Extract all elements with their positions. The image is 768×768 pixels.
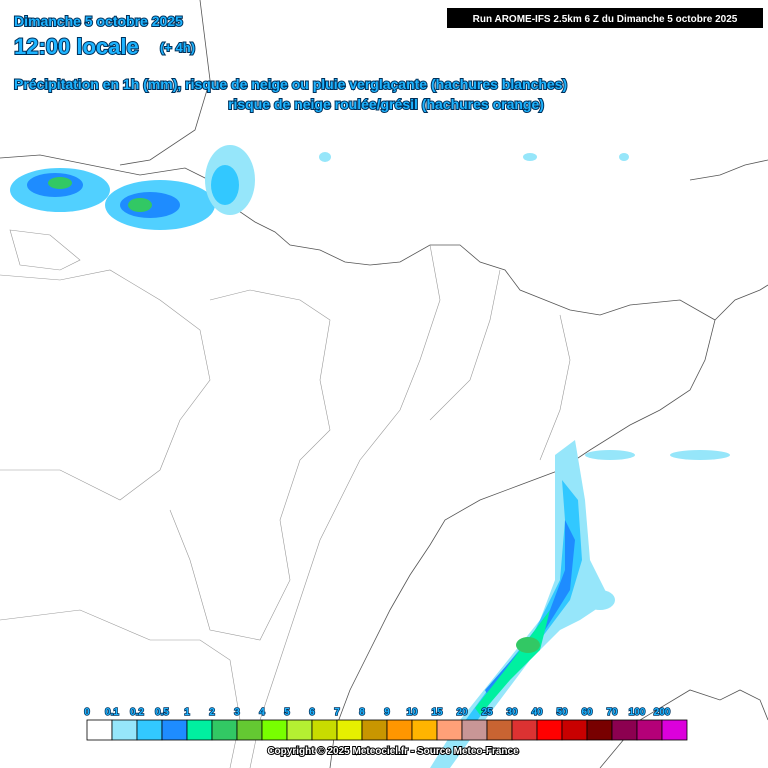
legend-label: 25 <box>481 707 493 718</box>
legend-swatch <box>361 719 388 741</box>
legend-swatch <box>111 719 138 741</box>
legend-swatch <box>86 719 113 741</box>
legend-swatch <box>236 719 263 741</box>
legend-label: 3 <box>234 707 240 718</box>
legend-label: 70 <box>606 707 618 718</box>
legend-label: 50 <box>556 707 568 718</box>
legend-swatch <box>186 719 213 741</box>
legend-swatch <box>586 719 613 741</box>
legend-label: 4 <box>259 707 265 718</box>
legend-swatch <box>561 719 588 741</box>
caption-line1: Précipitation en 1h (mm), risque de neig… <box>14 76 567 92</box>
legend-label: 7 <box>334 707 340 718</box>
legend-swatch <box>386 719 413 741</box>
legend-label: 6 <box>309 707 315 718</box>
legend-label: 20 <box>456 707 468 718</box>
legend-swatch <box>261 719 288 741</box>
legend: 0 0.1 0.2 0.5 1 2 3 4 5 6 7 8 9 10 15 20 25 30 40 50 60 70 100… <box>83 706 688 741</box>
legend-swatch <box>136 719 163 741</box>
legend-swatch <box>211 719 238 741</box>
regions <box>0 229 571 768</box>
legend-swatch <box>411 719 438 741</box>
legend-label: 0.2 <box>130 707 144 718</box>
legend-label: 8 <box>359 707 365 718</box>
legend-swatch <box>161 719 188 741</box>
run-box <box>447 8 763 28</box>
legend-label: 15 <box>431 707 443 718</box>
legend-swatch <box>486 719 513 741</box>
time: 12:00 locale <box>14 34 139 59</box>
legend-swatch <box>636 719 663 741</box>
legend-label: 9 <box>384 707 390 718</box>
legend-swatch <box>286 719 313 741</box>
legend-label: 1 <box>184 707 190 718</box>
legend-label: 40 <box>531 707 543 718</box>
legend-swatch <box>511 719 538 741</box>
caption-line2: risque de neige roulée/grésil (hachures … <box>228 96 544 112</box>
legend-label: 200 <box>654 707 671 718</box>
precipitation <box>10 145 730 768</box>
legend-swatch <box>536 719 563 741</box>
legend-swatch <box>436 719 463 741</box>
run-label: Run AROME-IFS 2.5km 6 Z du Dimanche 5 oc… <box>473 14 738 25</box>
lead-time: (+ 4h) <box>160 40 195 55</box>
legend-swatch <box>461 719 488 741</box>
legend-label: 0.1 <box>105 707 119 718</box>
legend-label: 0.5 <box>155 707 169 718</box>
legend-label: 30 <box>506 707 518 718</box>
legend-swatch <box>611 719 638 741</box>
legend-label: 5 <box>284 707 290 718</box>
legend-label: 2 <box>209 707 215 718</box>
legend-label: 60 <box>581 707 593 718</box>
legend-swatch <box>661 719 688 741</box>
date: Dimanche 5 octobre 2025 <box>14 13 183 29</box>
legend-label: 100 <box>629 707 646 718</box>
legend-label: 0 <box>84 707 90 718</box>
legend-swatch <box>336 719 363 741</box>
legend-swatch <box>311 719 338 741</box>
legend-label: 10 <box>406 707 418 718</box>
copyright: Copyright © 2025 Meteociel.fr - Source M… <box>267 746 519 757</box>
